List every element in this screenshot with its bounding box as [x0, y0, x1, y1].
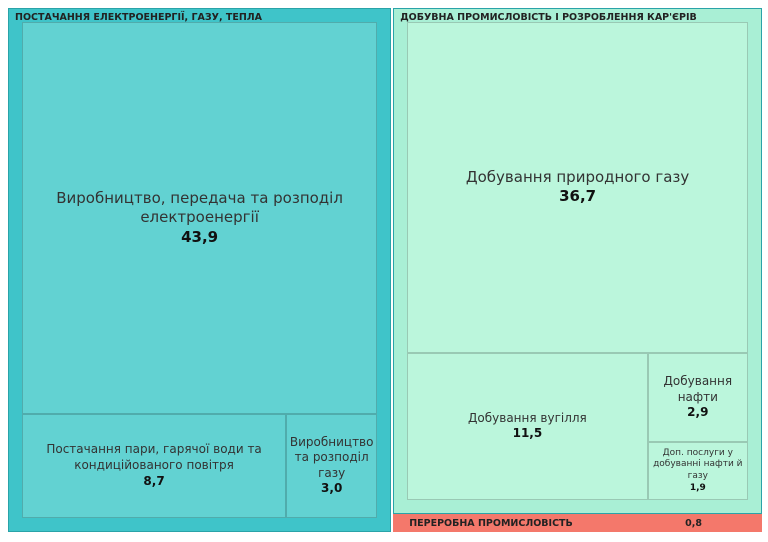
tile-label: Добування природного газу	[465, 167, 690, 186]
tile: Постачання пари, гарячої води та кондиці…	[22, 413, 287, 518]
tile-value: 11,5	[512, 426, 543, 441]
tile-value: 8,7	[143, 473, 165, 488]
tile-text: Доп. послуги у добуванні нафти й газу 1,9	[653, 448, 743, 495]
tile-label: Доп. послуги у добуванні нафти й газу	[653, 447, 743, 481]
tile-text: Добування вугілля 11,5	[468, 411, 587, 442]
tile: Виробництво та розподіл газу 3,0	[286, 413, 378, 518]
group-title: ПОСТАЧАННЯ ЕЛЕКТРОЕНЕРГІЇ, ГАЗУ, ТЕПЛА	[15, 12, 263, 23]
tile-value: 2,9	[687, 405, 709, 420]
tile-text: Постачання пари, гарячої води та кондиці…	[27, 442, 281, 489]
tile: Добування нафти 2,9	[647, 352, 748, 442]
tile-value: 43,9	[181, 227, 219, 246]
group-strip: ПЕРЕРОБНА ПРОМИСЛОВІСТЬ 0,8	[393, 514, 762, 532]
tile-value: 3,0	[321, 481, 343, 496]
tile-text: Виробництво, передача та розподіл електр…	[27, 189, 372, 248]
group-value: 0,8	[685, 517, 702, 529]
tile-label: Виробництво, передача та розподіл електр…	[56, 188, 343, 227]
group-title: ПЕРЕРОБНА ПРОМИСЛОВІСТЬ	[409, 517, 573, 529]
tile-text: Виробництво та розподіл газу 3,0	[290, 435, 374, 497]
tile-label: Добування нафти	[663, 374, 733, 404]
tile: Виробництво, передача та розподіл електр…	[22, 22, 378, 414]
tile-value: 1,9	[689, 482, 706, 493]
tile-value: 36,7	[559, 187, 597, 206]
tile-text: Добування нафти 2,9	[653, 374, 743, 421]
group-title: ДОБУВНА ПРОМИСЛОВІСТЬ І РОЗРОБЛЕННЯ КАР'…	[400, 12, 697, 23]
tile: Доп. послуги у добуванні нафти й газу 1,9	[647, 441, 748, 500]
tile-text: Добування природного газу 36,7	[466, 168, 689, 207]
tile-label: Постачання пари, гарячої води та кондиці…	[46, 442, 262, 472]
tile: Добування вугілля 11,5	[407, 352, 648, 500]
tile-label: Виробництво та розподіл газу	[289, 434, 374, 480]
tile: Добування природного газу 36,7	[407, 22, 748, 353]
tile-label: Добування вугілля	[468, 410, 587, 425]
